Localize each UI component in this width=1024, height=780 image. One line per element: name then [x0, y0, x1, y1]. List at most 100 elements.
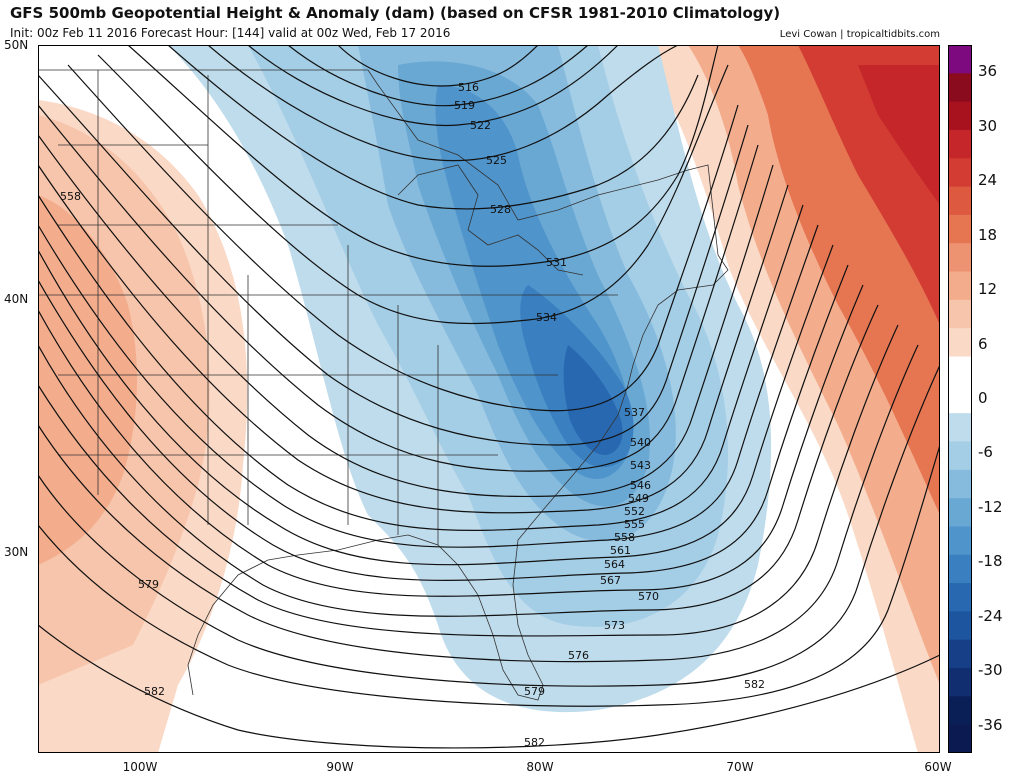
contour-label-582-east: 582	[744, 678, 765, 691]
weather-map: 516 519 522 525 528 531 534 537 540 543 …	[38, 45, 940, 753]
gulf-coastline	[187, 534, 409, 696]
colorbar-swatch	[948, 639, 972, 669]
colorbar-swatch	[948, 526, 972, 556]
contour-570	[38, 324, 899, 637]
credit-text: Levi Cowan | tropicaltidbits.com	[779, 29, 940, 40]
colorbar-swatch	[948, 611, 972, 641]
colorbar-swatch	[948, 271, 972, 301]
contour-579	[38, 444, 940, 707]
negative-anomaly-36	[563, 345, 623, 455]
colorbar-swatch	[948, 583, 972, 612]
colorbar-swatch	[948, 328, 972, 358]
colorbar-swatch	[948, 498, 972, 527]
colorbar-tick-label: 12	[978, 280, 998, 299]
contour-label-537: 537	[624, 406, 645, 419]
contour-label-576: 576	[568, 649, 589, 662]
contour-label-582-west: 582	[144, 685, 165, 698]
lon-label-90w: 90W	[326, 760, 354, 774]
contour-534	[97, 54, 729, 325]
contour-label-531: 531	[546, 256, 567, 269]
colorbar-tick-label: -12	[978, 497, 1003, 516]
contour-531	[127, 45, 719, 267]
map-subtitle: Init: 00z Feb 11 2016 Forecast Hour: [14…	[10, 26, 451, 40]
contour-546	[38, 134, 774, 498]
contour-label-546: 546	[630, 479, 651, 492]
contour-label-558: 558	[614, 531, 635, 544]
colorbar-swatch	[948, 384, 972, 414]
contour-label-540: 540	[630, 436, 651, 449]
colorbar-swatch	[948, 413, 972, 442]
colorbar-swatch	[948, 469, 972, 499]
contour-label-519: 519	[454, 99, 475, 112]
contour-561	[38, 264, 849, 581]
contour-label-549: 549	[628, 492, 649, 505]
contour-540	[38, 74, 749, 446]
colorbar-tick-label: 18	[978, 225, 998, 244]
contour-582	[38, 624, 940, 749]
colorbar-tick-label: 24	[978, 171, 998, 190]
lon-label-70w: 70W	[726, 760, 754, 774]
lon-label-60w: 60W	[924, 760, 952, 774]
colorbar-frame	[948, 45, 972, 753]
contour-576	[38, 364, 940, 687]
contour-label-552: 552	[624, 505, 645, 518]
colorbar-tick-label: 30	[978, 116, 998, 135]
colorbar-swatch	[948, 73, 972, 103]
contour-525	[207, 45, 679, 162]
contour-label-555: 555	[624, 518, 645, 531]
colorbar-swatch	[948, 243, 972, 273]
lat-label-40n: 40N	[4, 292, 29, 306]
contour-555	[38, 224, 819, 548]
canada-border	[38, 69, 719, 256]
contour-label-516: 516	[458, 81, 479, 94]
contour-label-522: 522	[470, 119, 491, 132]
colorbar-swatch	[948, 158, 972, 188]
contour-558	[38, 244, 834, 566]
contour-label-570: 570	[638, 590, 659, 603]
colorbar-swatch	[948, 299, 972, 329]
contour-552	[38, 194, 804, 531]
contour-543	[38, 104, 759, 472]
colorbar-swatch	[948, 129, 972, 159]
contour-label-564: 564	[604, 558, 625, 571]
colorbar	[948, 45, 972, 753]
map-title: GFS 500mb Geopotential Height & Anomaly …	[10, 4, 781, 22]
colorbar-swatch	[948, 554, 972, 584]
lat-label-30n: 30N	[4, 545, 29, 559]
contour-label-573: 573	[604, 619, 625, 632]
map-frame	[38, 45, 940, 753]
lon-label-80w: 80W	[526, 760, 554, 774]
colorbar-swatch	[948, 724, 972, 753]
contour-label-group: 516 519 522 525 528 531 534 537 540 543 …	[60, 81, 765, 749]
contour-label-543: 543	[630, 459, 651, 472]
colorbar-swatch	[948, 45, 972, 74]
contour-label-579-west: 579	[138, 578, 159, 591]
contour-549	[38, 164, 789, 514]
lon-label-100w: 100W	[122, 760, 158, 774]
contour-528	[167, 45, 699, 210]
colorbar-swatch	[948, 668, 972, 697]
contour-label-567: 567	[600, 574, 621, 587]
colorbar-tick-label: -30	[978, 661, 1003, 680]
height-contours	[38, 45, 940, 749]
contour-564	[38, 284, 864, 597]
contour-label-558-west: 558	[60, 190, 81, 203]
positive-anomaly-east-30	[858, 65, 940, 205]
contour-label-582-south: 582	[524, 736, 545, 749]
colorbar-swatch	[948, 186, 972, 216]
contour-label-561: 561	[610, 544, 631, 557]
colorbar-tick-label: 0	[978, 389, 988, 407]
contour-516	[337, 45, 539, 87]
colorbar-tick-label: 6	[978, 334, 988, 353]
contour-label-525: 525	[486, 154, 507, 167]
colorbar-tick-label: -18	[978, 552, 1003, 571]
colorbar-tick-label: -36	[978, 715, 1003, 734]
contour-519	[287, 45, 589, 107]
contour-label-579: 579	[524, 685, 545, 698]
geography-outlines	[38, 69, 729, 701]
great-lakes	[397, 164, 584, 276]
colorbar-swatch	[948, 214, 972, 244]
contour-label-528: 528	[490, 203, 511, 216]
lat-label-50n: 50N	[4, 38, 29, 52]
colorbar-tick-label: 36	[978, 62, 998, 81]
